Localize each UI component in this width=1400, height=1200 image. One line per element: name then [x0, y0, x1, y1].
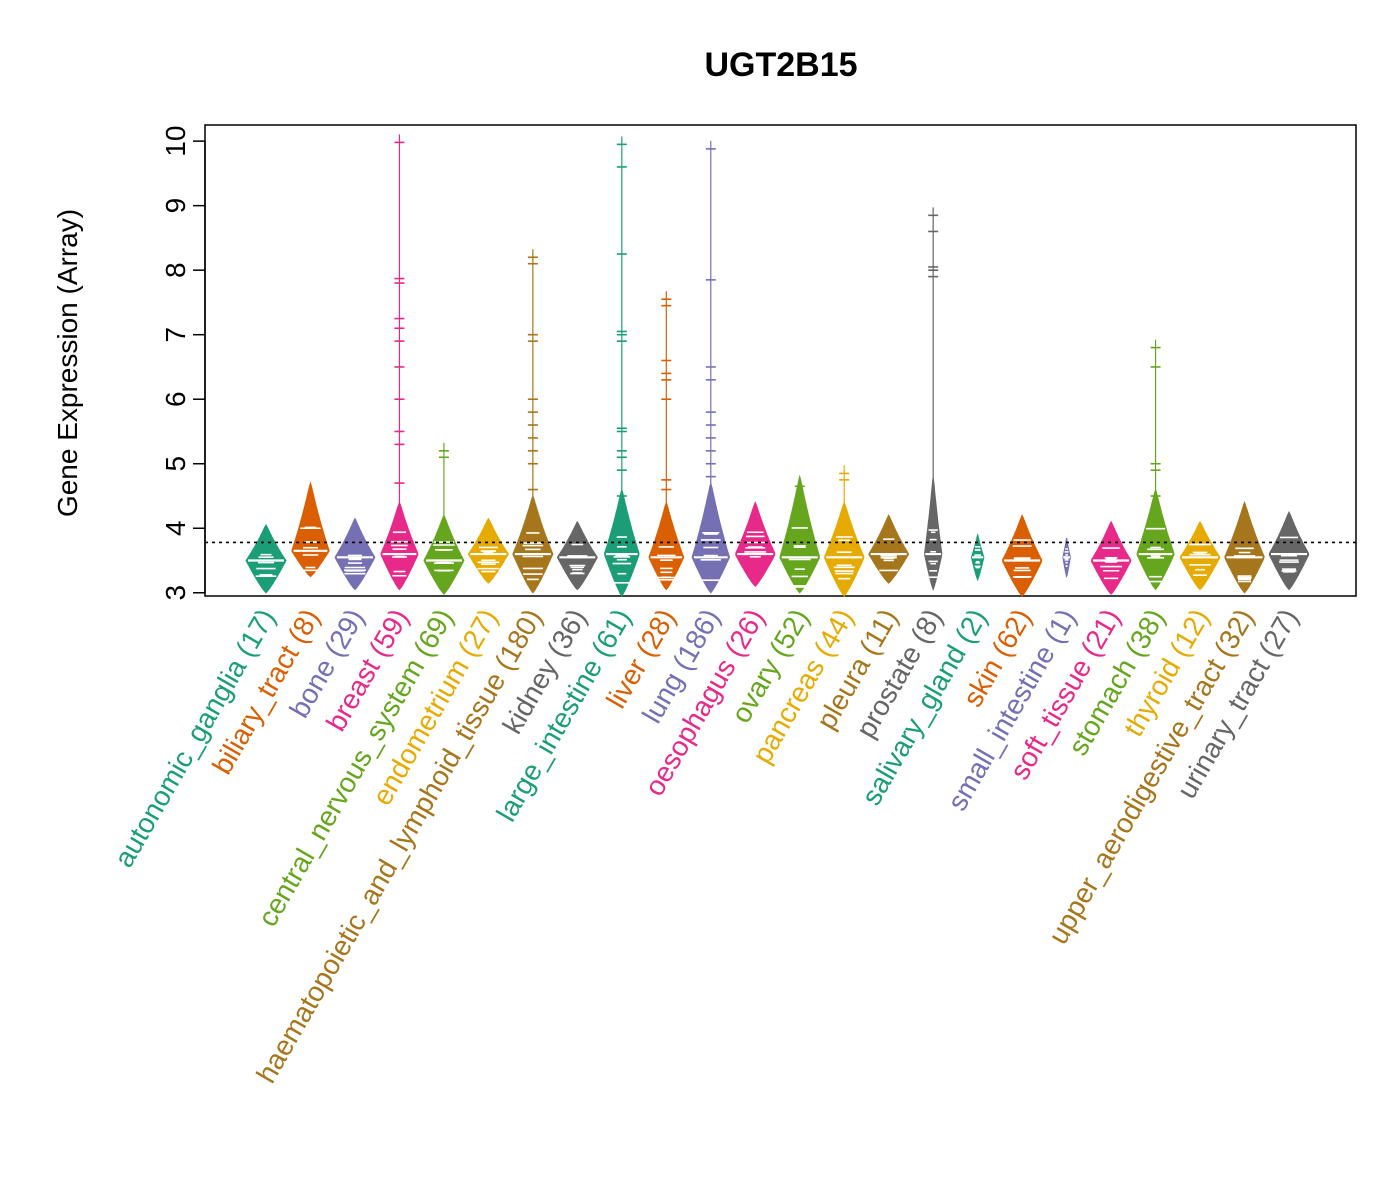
y-tick-label-8: 8 [160, 262, 191, 278]
bean-shape [245, 524, 287, 594]
bean-shape [423, 514, 465, 595]
bean-shape [648, 500, 685, 591]
bean-12 [779, 474, 820, 594]
bean-16 [970, 533, 985, 582]
bean-21 [1179, 520, 1221, 591]
bean-19 [1091, 520, 1132, 595]
bean-shape [824, 500, 865, 597]
bean-22 [1224, 501, 1265, 594]
bean-shape [1136, 487, 1175, 591]
bean-3 [380, 134, 419, 591]
bean-7 [556, 520, 598, 591]
bean-shape [691, 481, 731, 594]
bean-shape [779, 474, 820, 594]
plot-frame [204, 124, 1357, 597]
bean-0 [245, 524, 287, 594]
bean-shape [1179, 520, 1221, 591]
bean-shape [334, 517, 376, 591]
y-tick-label-10: 10 [160, 126, 191, 157]
bean-17 [1002, 514, 1043, 597]
bean-11 [735, 501, 776, 588]
bean-shape [512, 494, 554, 594]
bean-8 [603, 136, 640, 597]
bean-shape [1002, 514, 1043, 597]
y-tick-label-9: 9 [160, 198, 191, 214]
y-tick-label-5: 5 [160, 456, 191, 472]
bean-10 [691, 140, 731, 594]
chart-title: UGT2B15 [704, 46, 857, 84]
bean-14 [868, 514, 910, 584]
bean-4 [423, 442, 465, 595]
bean-shape [1268, 510, 1310, 591]
bean-15 [924, 207, 943, 591]
y-tick-label-7: 7 [160, 327, 191, 343]
y-tick-label-3: 3 [160, 585, 191, 601]
bean-shape [868, 514, 910, 584]
y-tick-label-6: 6 [160, 391, 191, 407]
bean-18 [1062, 537, 1071, 579]
bean-shape [291, 481, 330, 578]
bean-2 [334, 517, 376, 591]
bean-shape [735, 501, 776, 588]
bean-23 [1268, 510, 1310, 591]
bean-1 [291, 481, 330, 578]
y-tick-label-4: 4 [160, 520, 191, 536]
y-axis-label: Gene Expression (Array) [52, 209, 83, 517]
bean-6 [512, 249, 554, 594]
bean-5 [467, 517, 509, 584]
bean-13 [824, 465, 865, 597]
bean-9 [648, 291, 685, 591]
bean-20 [1136, 339, 1175, 591]
